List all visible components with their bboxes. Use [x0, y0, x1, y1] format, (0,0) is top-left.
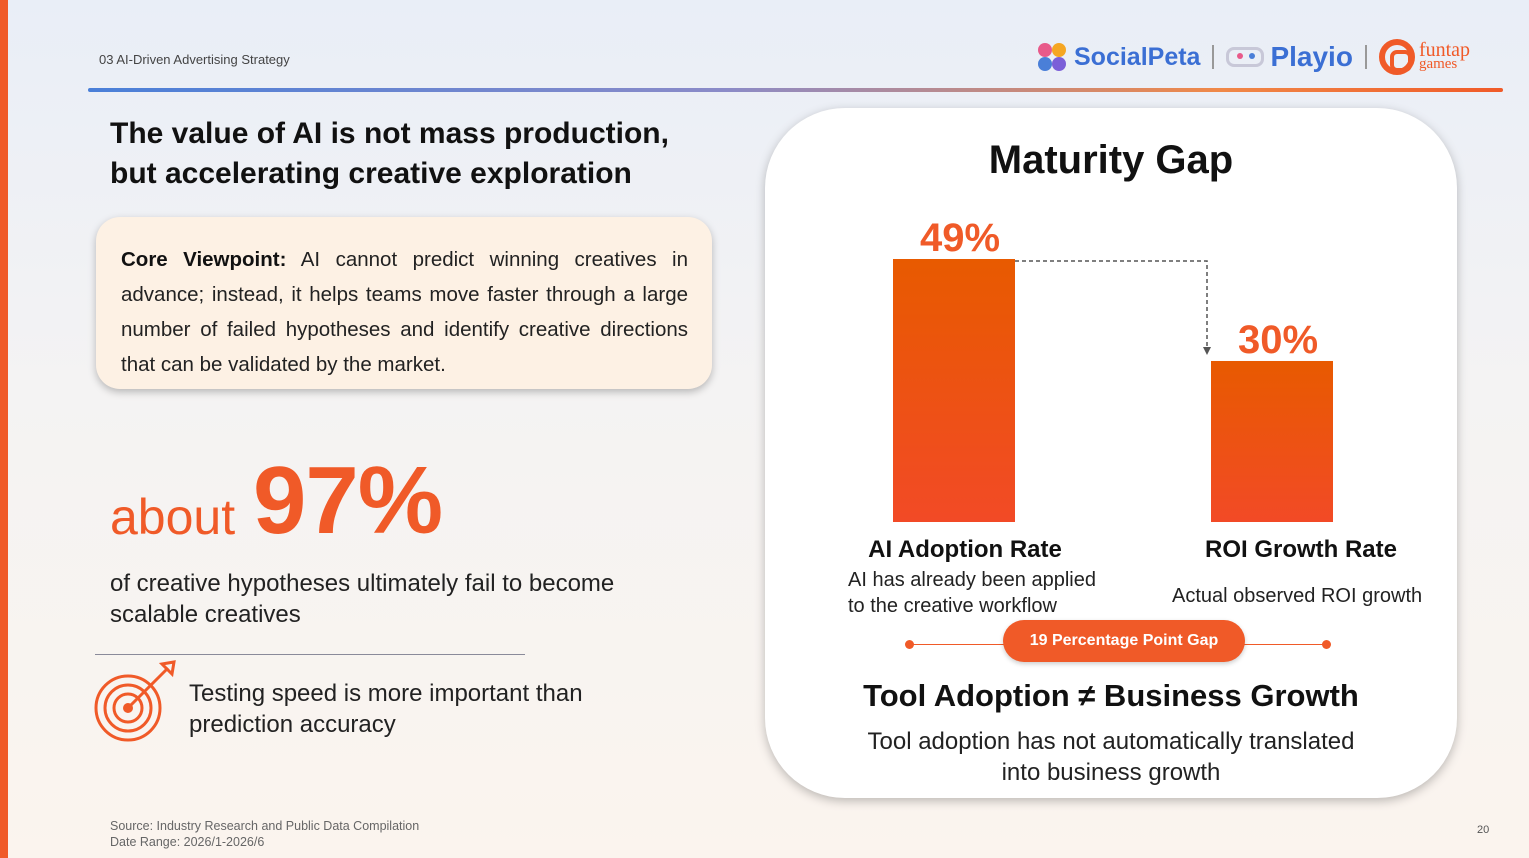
- bar-value-label: 30%: [1238, 318, 1318, 362]
- testing-line-1: Testing speed is more important than: [189, 680, 583, 707]
- stat-description: of creative hypotheses ultimately fail t…: [110, 570, 615, 628]
- page-number: 20: [1477, 824, 1490, 836]
- headline-line-2: but accelerating creative exploration: [110, 157, 632, 190]
- playio-logo-icon: [1226, 47, 1265, 67]
- source-note: Source: Industry Research and Public Dat…: [110, 818, 419, 850]
- stat-prefix: about: [110, 489, 236, 545]
- gap-badge: 19 Percentage Point Gap: [1003, 620, 1245, 662]
- headline-line-1: The value of AI is not mass production,: [110, 117, 669, 150]
- bar-value-label: 49%: [920, 216, 1000, 260]
- funtap-logo-icon: [1378, 39, 1415, 75]
- date-range-text: Date Range: 2026/1-2026/6: [110, 835, 265, 849]
- bar-ai-adoption: [893, 259, 1015, 522]
- claim-sub-line-1: Tool adoption has not automatically tran…: [867, 728, 1355, 755]
- card-claim: Tool Adoption ≠ Business Growth: [863, 678, 1359, 713]
- gap-dot-right: [1322, 640, 1331, 649]
- target-arrow-icon: [94, 660, 176, 742]
- gap-connector-left: [913, 644, 1005, 645]
- claim-sub-line-2: into business growth: [1001, 759, 1221, 786]
- playio-logo-text: Playio: [1270, 41, 1353, 72]
- testing-line-2: prediction accuracy: [189, 711, 396, 738]
- bar-description: Actual observed ROI growth: [1172, 583, 1422, 609]
- viewpoint-label: Core Viewpoint:: [121, 248, 287, 271]
- bar-description-line: to the creative workflow: [848, 595, 1057, 617]
- logo-separator: [1364, 45, 1367, 69]
- stat-value: 97%: [253, 447, 443, 554]
- testing-message: Testing speed is more important than pre…: [189, 678, 583, 740]
- socialpeta-logo-text: SocialPeta: [1074, 42, 1201, 71]
- bar-roi-growth: [1211, 360, 1333, 522]
- bar-description-line: Actual observed ROI growth: [1172, 585, 1423, 607]
- partner-logos: SocialPeta Playio funtap games: [1036, 36, 1506, 78]
- bar-description: AI has already been applied to the creat…: [848, 567, 1096, 619]
- socialpeta-logo-icon: [1036, 41, 1068, 73]
- funtap-logo-bottom: games: [1418, 56, 1458, 72]
- bar-description-line: AI has already been applied: [848, 569, 1096, 591]
- funtap-logo-text: funtap games: [1418, 40, 1470, 72]
- funtap-logo-top: funtap: [1418, 39, 1471, 61]
- gap-dot-left: [905, 640, 914, 649]
- viewpoint-text: AI cannot predict winning creatives in a…: [121, 248, 688, 376]
- card-title: Maturity Gap: [988, 138, 1234, 182]
- logo-separator: [1212, 45, 1215, 69]
- left-accent-bar: [0, 0, 8, 858]
- bar-category-label: ROI Growth Rate: [1204, 536, 1397, 563]
- maturity-gap-card: Maturity Gap 49% 30% AI Adoption Rate ROI…: [765, 108, 1457, 798]
- core-viewpoint-box: Core Viewpoint: AI cannot predict winnin…: [96, 217, 712, 389]
- gap-dashed-connector: [1015, 260, 1208, 347]
- gap-connector-right: [1243, 644, 1327, 645]
- source-text: Source: Industry Research and Public Dat…: [110, 819, 420, 833]
- bar-category-label: AI Adoption Rate: [868, 536, 1062, 563]
- slide-headline: The value of AI is not mass production, …: [110, 114, 669, 194]
- section-divider: [95, 654, 525, 655]
- card-claim-subtext: Tool adoption has not automatically tran…: [765, 726, 1457, 788]
- maturity-gap-chart: 49% 30%: [893, 216, 1333, 522]
- section-label: 03 AI-Driven Advertising Strategy: [99, 52, 290, 67]
- header-divider: [88, 88, 1503, 92]
- gap-arrowhead: [1203, 346, 1211, 355]
